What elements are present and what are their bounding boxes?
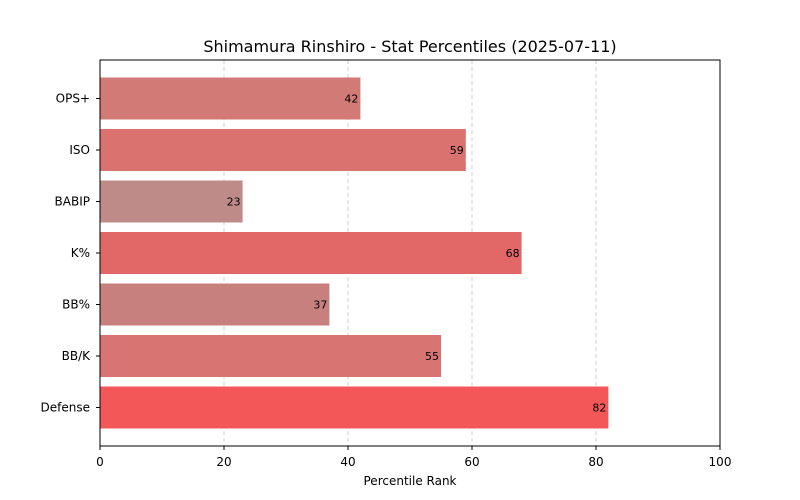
bar-value-label: 68 — [506, 247, 520, 260]
bar-defense — [100, 386, 609, 429]
bar-value-label: 55 — [425, 350, 439, 363]
x-axis: 0 20 40 60 80 100 — [96, 446, 731, 469]
x-tick-label: 0 — [96, 455, 104, 469]
y-tick-label: BB/K — [62, 349, 92, 363]
y-tick-label: BABIP — [55, 195, 90, 209]
y-tick-label: OPS+ — [56, 92, 90, 106]
bar-k- — [100, 232, 522, 274]
bar-value-label: 23 — [227, 196, 241, 209]
bar-bb- — [100, 283, 330, 326]
bar-ops- — [100, 77, 361, 120]
y-tick-label: Defense — [41, 401, 90, 415]
x-tick-label: 80 — [588, 455, 603, 469]
bar-value-label: 82 — [592, 402, 606, 415]
bar-bb-k — [100, 335, 441, 377]
bar-value-label: 37 — [313, 299, 327, 312]
y-tick-label: ISO — [69, 143, 90, 157]
bar-babip — [100, 180, 243, 223]
bar-value-label: 42 — [344, 93, 358, 106]
y-axis: OPS+ ISO BABIP K% BB% BB/K Defense — [41, 92, 100, 415]
y-tick-label: BB% — [62, 298, 90, 312]
x-tick-label: 20 — [216, 455, 231, 469]
x-tick-label: 60 — [464, 455, 479, 469]
x-tick-label: 40 — [340, 455, 355, 469]
chart-title: Shimamura Rinshiro - Stat Percentiles (2… — [203, 37, 616, 56]
bar-iso — [100, 129, 466, 171]
x-tick-label: 100 — [709, 455, 732, 469]
x-axis-label: Percentile Rank — [364, 474, 457, 488]
bar-value-label: 59 — [450, 144, 464, 157]
y-tick-label: K% — [71, 246, 90, 260]
bars-layer: 42 59 23 68 37 55 82 — [100, 77, 609, 429]
